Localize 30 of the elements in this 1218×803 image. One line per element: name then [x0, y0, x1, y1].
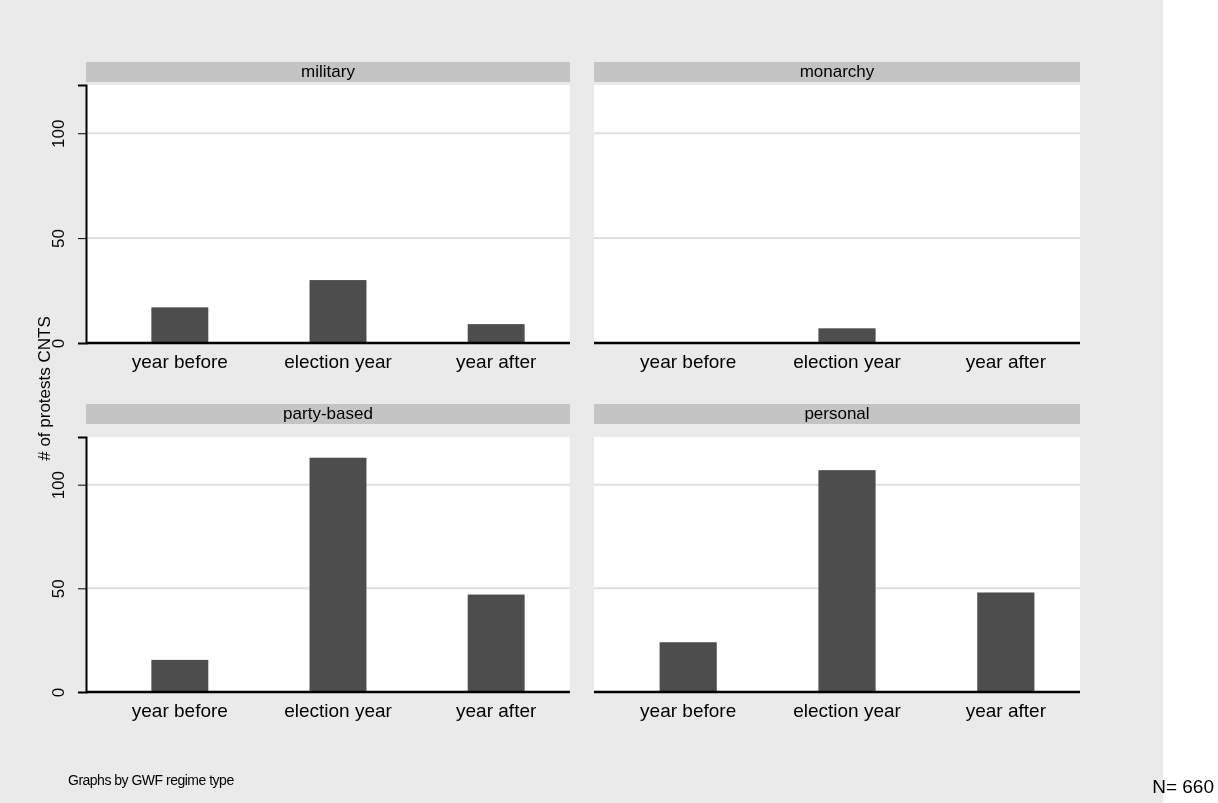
chart-title: party-based [283, 404, 373, 423]
x-tick-label: year after [456, 700, 537, 722]
y-tick-label: 0 [49, 338, 68, 349]
y-tick-label: 50 [49, 579, 68, 599]
bar [151, 307, 209, 343]
x-tick-label: year before [131, 351, 228, 373]
y-tick-label: 50 [49, 229, 68, 249]
x-tick-label: year after [965, 351, 1047, 373]
text: N= 660 [1152, 776, 1214, 797]
text: Graphs by GWF regime type [68, 772, 235, 788]
y-tick-label: 100 [49, 119, 68, 148]
x-tick-label: year before [640, 700, 737, 722]
x-tick-label: year before [640, 351, 737, 373]
y-tick-label: 0 [49, 687, 68, 698]
chart-title: personal [804, 404, 870, 423]
chart-title: monarchy [799, 62, 875, 81]
bar [309, 457, 367, 692]
x-tick-label: year before [131, 700, 228, 722]
bar [151, 659, 209, 692]
x-tick-label: election year [793, 351, 902, 373]
bar [309, 280, 367, 343]
bar [467, 324, 525, 343]
x-tick-label: election year [284, 351, 393, 373]
x-tick-label: year after [965, 700, 1047, 722]
y-tick-label: 100 [49, 471, 68, 500]
chart-title: military [301, 62, 356, 81]
bar [467, 594, 525, 692]
x-tick-label: year after [456, 351, 537, 373]
x-tick-label: election year [284, 700, 393, 722]
x-tick-label: election year [793, 700, 902, 722]
